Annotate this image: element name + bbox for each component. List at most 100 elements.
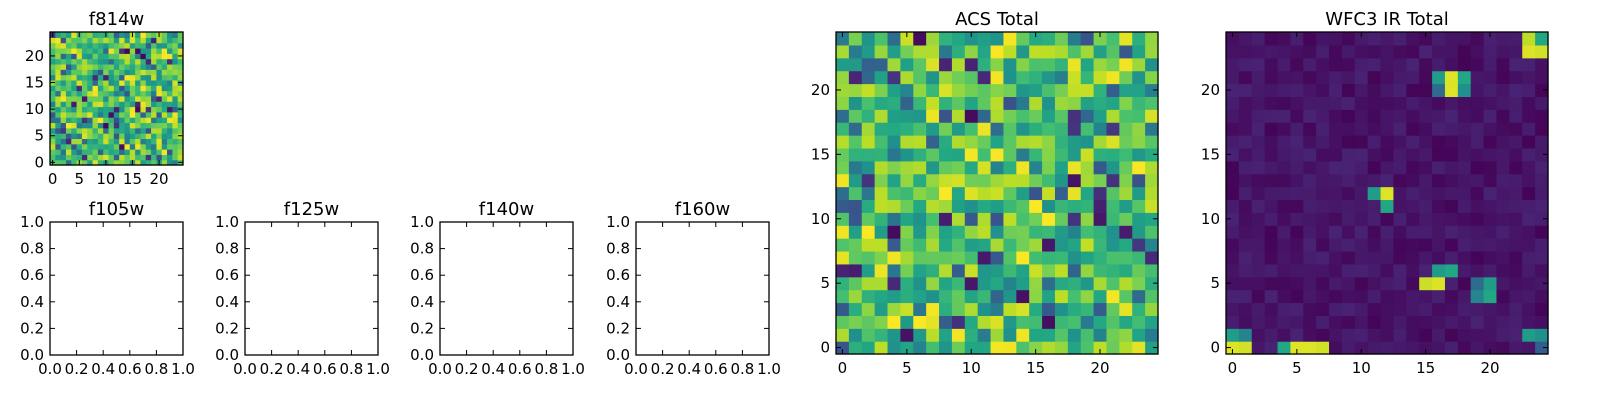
x-tick-label: 20 [150, 170, 169, 188]
heatmap-cell [1444, 186, 1459, 201]
heatmap-cell [861, 57, 876, 72]
heatmap-cell [50, 154, 56, 161]
heatmap-cell [1003, 199, 1017, 213]
heatmap-cell [1354, 289, 1369, 304]
heatmap-cell [913, 341, 927, 355]
heatmap-cell [50, 47, 56, 54]
heatmap-cell [1522, 225, 1536, 239]
heatmap-cell [1290, 263, 1304, 278]
heatmap-cell [1119, 289, 1133, 304]
heatmap-cell [76, 63, 83, 70]
heatmap-cell [1145, 57, 1159, 72]
heatmap-cell [177, 101, 184, 108]
heatmap-cell [71, 53, 78, 60]
heatmap-cell [964, 122, 979, 136]
heatmap-cell [151, 111, 157, 118]
heatmap-cell [1406, 328, 1420, 342]
heatmap-cell [167, 143, 173, 150]
heatmap-cell [1432, 109, 1446, 123]
heatmap-cell [55, 159, 62, 166]
x-tick-label: 0.4 [481, 360, 505, 378]
heatmap-cell [1380, 83, 1395, 97]
heatmap-cell [87, 32, 94, 38]
heatmap-cell [1238, 341, 1253, 355]
heatmap-cell [1303, 44, 1317, 59]
heatmap-cell [1251, 250, 1266, 265]
heatmap-cell [1080, 238, 1095, 252]
heatmap-cell [1106, 186, 1120, 201]
x-tick-label: 1.0 [171, 360, 195, 378]
heatmap-cell [1380, 186, 1395, 201]
heatmap-cell [836, 289, 850, 304]
heatmap-cell [172, 127, 179, 134]
heatmap-cell [172, 154, 179, 161]
heatmap-cell [1042, 147, 1056, 162]
heatmap-cell [1067, 186, 1082, 201]
heatmap-cell [55, 58, 62, 65]
y-tick-label: 0.2 [20, 319, 44, 337]
heatmap-cell [97, 117, 104, 124]
heatmap-cell [1535, 341, 1549, 355]
x-tick-label: 0.2 [260, 360, 284, 378]
heatmap-cell [103, 138, 110, 145]
heatmap-cell [1483, 57, 1498, 72]
heatmap-cell [71, 90, 78, 97]
heatmap-cell [119, 42, 126, 49]
heatmap-cell [50, 138, 56, 145]
heatmap-cell [1251, 225, 1266, 239]
heatmap-cell [951, 276, 966, 291]
heatmap-cell [990, 328, 1005, 342]
heatmap-cell [1432, 250, 1446, 265]
heatmap-cell [887, 199, 901, 213]
heatmap-cell [1432, 160, 1446, 175]
heatmap-cell [1264, 122, 1279, 136]
heatmap-cell [97, 37, 104, 44]
heatmap-cell [874, 199, 889, 213]
heatmap-cell [1277, 135, 1291, 149]
heatmap-cell [951, 199, 966, 213]
heatmap-cell [1406, 263, 1420, 278]
heatmap-cell [1354, 109, 1369, 123]
heatmap-cell [97, 53, 104, 60]
heatmap-cell [939, 238, 953, 252]
heatmap-cell [140, 32, 147, 38]
heatmap-cell [836, 225, 850, 239]
heatmap-cell [108, 53, 115, 60]
heatmap-cell [161, 63, 168, 70]
heatmap-cell [913, 186, 927, 201]
heatmap-cell [1406, 250, 1420, 265]
heatmap-cell [1226, 83, 1240, 97]
heatmap-cell [55, 127, 62, 134]
heatmap-cell [1457, 70, 1472, 85]
heatmap-cell [103, 58, 110, 65]
heatmap-cell [1419, 32, 1433, 46]
heatmap-cell [1238, 276, 1253, 291]
heatmap-cell [151, 159, 157, 166]
heatmap-cell [913, 328, 927, 342]
heatmap-cell [1080, 186, 1095, 201]
heatmap-cell [900, 250, 914, 265]
heatmap-cell [1419, 212, 1433, 226]
heatmap-cell [103, 149, 110, 155]
heatmap-cell [1029, 225, 1043, 239]
heatmap-cell [1380, 160, 1395, 175]
heatmap-cell [977, 276, 992, 291]
heatmap-cell [1509, 122, 1523, 136]
heatmap-cell [108, 32, 115, 38]
heatmap-cell [81, 122, 88, 129]
heatmap-cell [926, 238, 940, 252]
heatmap-cell [135, 63, 142, 70]
heatmap-cell [1341, 315, 1356, 329]
heatmap-cell [156, 149, 163, 155]
heatmap-cell [1277, 315, 1291, 329]
heatmap-cell [977, 341, 992, 355]
heatmap-cell [1483, 173, 1498, 188]
heatmap-cell [1067, 135, 1082, 149]
heatmap-cell [119, 32, 126, 38]
heatmap-cell [990, 147, 1005, 162]
heatmap-cell [129, 47, 136, 54]
heatmap-cell [145, 111, 152, 118]
heatmap-cell [1016, 44, 1030, 59]
heatmap-cell [1316, 341, 1330, 355]
